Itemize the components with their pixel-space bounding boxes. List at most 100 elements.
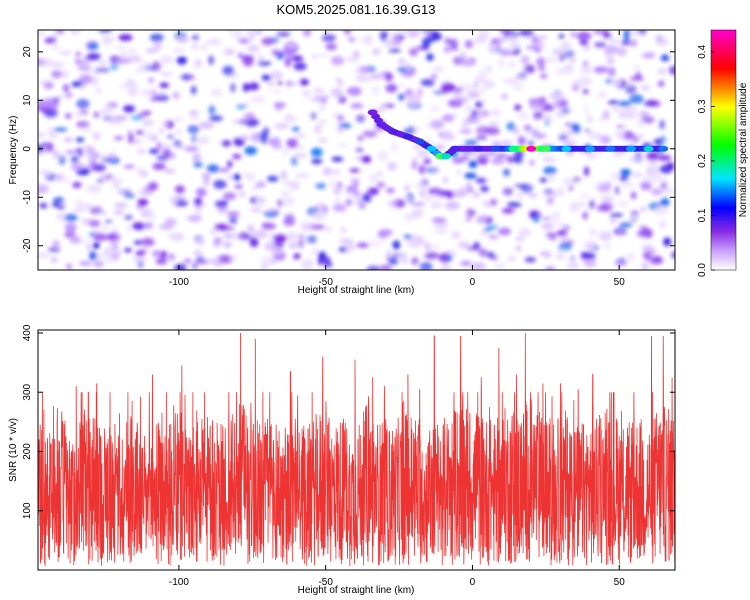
spectrogram-cell (323, 225, 333, 234)
spectrogram-cell (299, 78, 309, 86)
spectrogram-cell (386, 249, 394, 255)
spectrogram-cell (390, 142, 399, 153)
spectrogram-cell (403, 196, 411, 201)
spectrogram-cell (109, 63, 119, 70)
spectrogram-cell (96, 88, 102, 93)
spectrogram-cell (645, 99, 659, 106)
spectrogram-cell (541, 222, 554, 230)
spectrogram-cell (636, 231, 647, 237)
spectrogram-cell (295, 173, 310, 178)
spectrogram-cell (563, 141, 575, 147)
colorbar-tick-label: 0.4 (697, 44, 708, 58)
spectrogram-cell (498, 227, 511, 236)
spectrogram-cell (214, 238, 223, 242)
spectrogram-cell (96, 153, 111, 158)
spectrogram-cell (274, 122, 289, 130)
spectrogram-cell (118, 189, 125, 196)
spectrogram-cell (242, 59, 254, 67)
spectrogram-cell (124, 194, 136, 198)
colorbar-tick-label: 0.2 (697, 154, 708, 168)
spectrogram-frame (37, 29, 676, 271)
spectrogram-cell (208, 258, 219, 263)
ridge-point (561, 145, 572, 152)
spectrogram-cell (133, 240, 143, 245)
spectrogram-cell (539, 177, 548, 183)
spectrogram-cell (135, 167, 146, 175)
ridge-point (508, 145, 519, 152)
spectrogram-cell (271, 50, 283, 56)
spectrogram-cell (501, 208, 515, 214)
spectrogram-cell (98, 59, 109, 68)
spectrogram-cell (229, 216, 238, 225)
spectrogram-cell (103, 256, 119, 264)
spectrogram-cell (291, 156, 298, 166)
spectrogram-cell (608, 39, 621, 43)
spectrogram-cell (460, 260, 472, 266)
spectrogram-cell (553, 222, 568, 227)
spectrogram-cell (174, 263, 187, 270)
spectrogram-cell (277, 81, 283, 85)
spectrogram-cell (260, 256, 274, 263)
spectrogram-cell (456, 169, 462, 175)
spectrogram-cell (366, 265, 381, 270)
spectrogram-cell (348, 37, 356, 42)
spectrogram-cell (140, 210, 149, 218)
spectrogram-cell (144, 222, 153, 230)
spectrogram-cell (411, 158, 418, 168)
spectrogram-cell (480, 185, 489, 193)
spectrogram-cell (226, 173, 234, 182)
spectrogram-cell (609, 213, 624, 217)
spectrogram-cell (38, 153, 45, 157)
spectrogram-cell (404, 237, 419, 247)
spectrogram-cell (571, 125, 581, 134)
spectrogram-cell (168, 196, 178, 205)
spectrogram-cell (603, 110, 610, 120)
spectrogram-cell (183, 73, 190, 81)
spectrogram-cell (449, 38, 458, 49)
spectrogram-cell (459, 128, 473, 134)
spectrogram-cell (529, 159, 535, 166)
spectrogram-cell (176, 56, 188, 65)
spectrogram-cell (104, 219, 113, 224)
ridge-point (402, 133, 413, 140)
spectrogram-cell (113, 136, 124, 141)
spectrogram-cell (333, 199, 342, 205)
spectrogram-cell (480, 229, 487, 238)
spectrogram-cell (350, 103, 364, 109)
spectrogram-cell (360, 66, 372, 73)
spectrogram-cell (398, 93, 405, 101)
spectrogram-cell (370, 73, 385, 80)
spectrogram-cell (545, 55, 559, 64)
ridge-point (605, 145, 616, 152)
spectrogram-cell (188, 110, 199, 115)
spectrogram-cell (183, 258, 192, 264)
spectrogram-cell (62, 83, 70, 93)
spectrogram-cell (76, 98, 90, 109)
spectrogram-cell (406, 30, 420, 38)
spectrogram-cell (468, 160, 478, 169)
spectrogram-cell (276, 31, 291, 37)
spectrogram-cell (619, 176, 629, 182)
spectrogram-cell (193, 249, 203, 257)
spectrogram-cell (123, 164, 135, 169)
spectrogram-cell (42, 81, 48, 87)
spectrogram-cell (194, 259, 209, 265)
spectrogram-cell (148, 77, 155, 84)
spectrogram-cell (38, 58, 46, 66)
spectrogram-cell (653, 256, 662, 263)
spectrogram-cell (581, 252, 596, 259)
spectrogram-cell (420, 78, 435, 87)
spectrogram-x-label: Height of straight line (km) (298, 285, 415, 296)
spectrogram-cell (88, 43, 99, 50)
spectrogram-cell (115, 45, 128, 51)
spectrogram-cell (429, 106, 441, 112)
spectrogram-cell (362, 130, 377, 138)
spectrogram-cell (548, 172, 555, 182)
spectrogram-cell (655, 39, 669, 45)
spectrogram-cell (248, 32, 255, 42)
spectrogram-cell (467, 91, 481, 99)
ridge-point (584, 145, 595, 152)
spectrogram-cell (410, 202, 426, 207)
spectrogram-cell (405, 63, 412, 72)
spectrogram-cell (546, 157, 557, 163)
